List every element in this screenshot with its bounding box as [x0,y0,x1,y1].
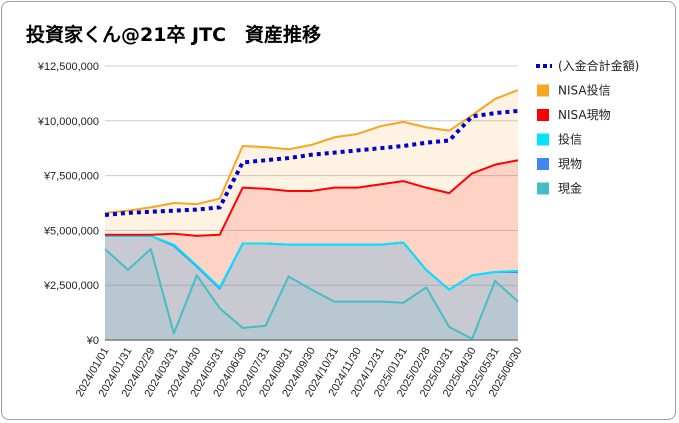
legend-label: NISA現物 [558,108,611,122]
legend-swatch [537,133,549,146]
legend-swatch [537,158,549,170]
y-tick-label: ¥5,000,000 [43,225,99,237]
series-lines [104,89,519,340]
legend-label: 現金 [558,181,582,196]
x-axis-ticks: 2024/01/012024/01/312024/02/292024/03/31… [74,345,525,399]
legend-swatch [537,84,549,97]
series-line [104,248,519,340]
legend-label: NISA投信 [558,83,611,98]
series-area [105,249,518,340]
series-area [105,235,518,340]
legend-label: 投信 [558,132,582,147]
legend-label: (入金合計金額) [558,58,639,73]
series-line [104,89,519,214]
y-tick-label: ¥2,500,000 [43,280,99,292]
legend-swatch [537,109,549,121]
legend-label: 現物 [558,157,582,171]
y-axis-ticks: ¥0 ¥2,500,000 ¥5,000,000 ¥7,500,000 ¥10,000,… [37,61,99,347]
series-line [105,159,519,237]
y-tick-label: ¥7,500,000 [43,171,99,183]
y-tick-label: ¥12,500,000 [37,61,99,73]
deposit-line [104,108,519,218]
series-areas [105,90,518,340]
y-tick-label: ¥10,000,000 [37,116,99,128]
y-tick-label: ¥0 [86,335,99,347]
legend-swatch [537,182,549,195]
series-area [105,235,518,340]
chart-title: 投資家くん@21卒 JTC 資産推移 [26,24,322,46]
grid-lines [105,65,518,341]
series-line [105,234,519,291]
